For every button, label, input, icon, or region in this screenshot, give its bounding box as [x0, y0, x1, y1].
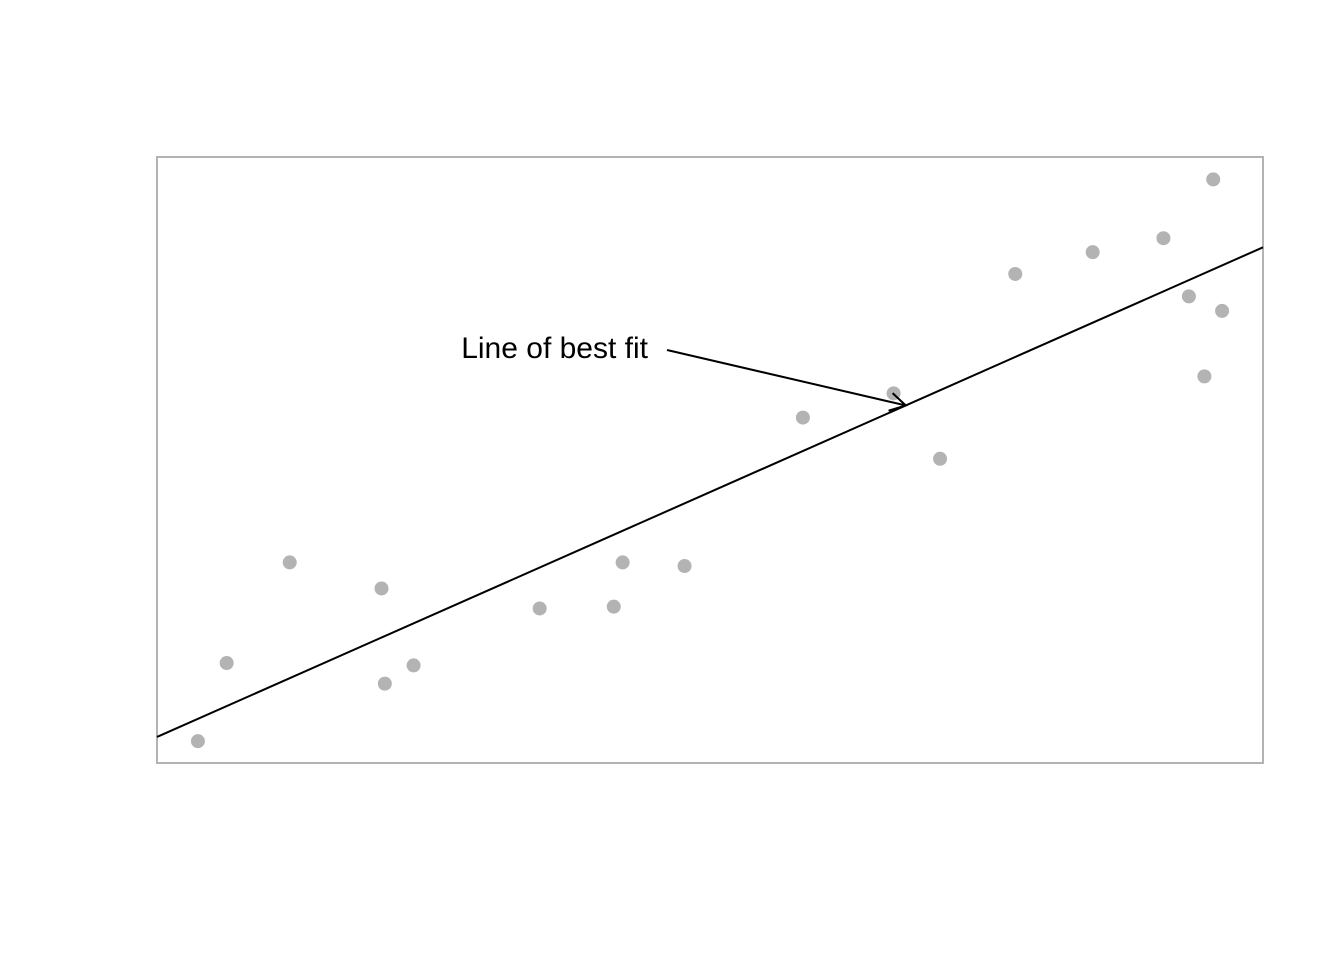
data-point [677, 559, 692, 574]
data-point [219, 656, 234, 671]
data-points [190, 172, 1230, 749]
plot-frame [156, 156, 1264, 764]
data-point [1085, 245, 1100, 260]
data-point [377, 676, 392, 691]
data-point [1206, 172, 1221, 187]
data-point [532, 601, 547, 616]
data-point [1008, 266, 1023, 281]
data-point [406, 658, 421, 673]
data-point [606, 599, 621, 614]
data-point [933, 451, 948, 466]
annotation-arrowhead [888, 392, 908, 412]
annotation-label: Line of best fit [461, 332, 648, 365]
annotation-arrow [666, 349, 906, 407]
best-fit-line [156, 246, 1264, 738]
data-point [1156, 231, 1171, 246]
data-point [1215, 303, 1230, 318]
data-point [1197, 369, 1212, 384]
data-point [282, 555, 297, 570]
data-point [374, 581, 389, 596]
annotation: Line of best fit [461, 332, 908, 412]
data-point [615, 555, 630, 570]
data-point [190, 734, 205, 749]
data-point [1181, 289, 1196, 304]
data-point [795, 410, 810, 425]
